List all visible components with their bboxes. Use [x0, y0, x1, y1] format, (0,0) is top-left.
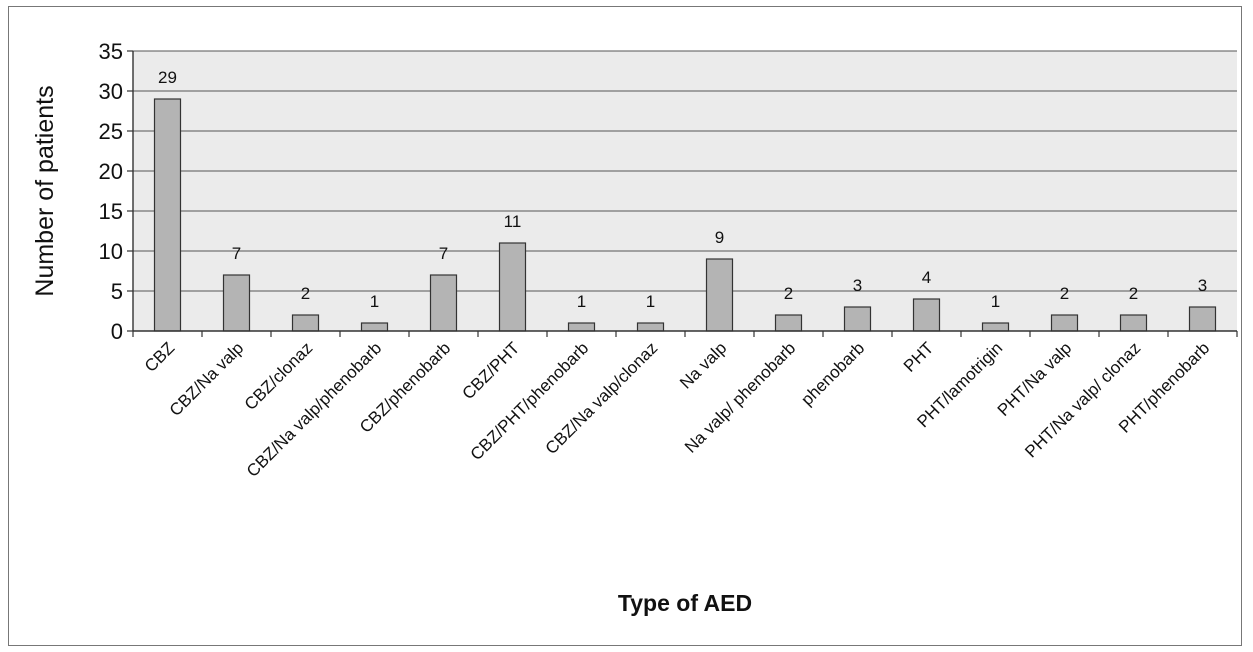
data-label: 1: [577, 292, 586, 311]
y-tick-label: 10: [99, 239, 123, 264]
bar: [1119, 314, 1148, 332]
data-label: 1: [646, 292, 655, 311]
bar: [360, 322, 389, 332]
bar: [774, 314, 803, 332]
data-label: 2: [784, 284, 793, 303]
bar: [1050, 314, 1079, 332]
bar: [429, 274, 458, 332]
chart-frame: 0 5 10 15 20 25 30 35 29 CBZ 7 CBZ/Na valp 2 CBZ/clon…: [8, 6, 1242, 646]
data-label: 1: [991, 292, 1000, 311]
x-tick-label: CBZ/clonaz: [241, 338, 317, 414]
x-tick-label: CBZ/PHT/phenobarb: [467, 338, 593, 464]
data-label: 2: [301, 284, 310, 303]
y-tick-label: 15: [99, 199, 123, 224]
x-tick-label: CBZ/Na valp: [166, 338, 248, 420]
data-label: 2: [1060, 284, 1069, 303]
y-tick-label: 5: [111, 279, 123, 304]
bar: [153, 98, 182, 332]
bar: [636, 322, 665, 332]
y-axis-title: Number of patients: [31, 85, 59, 296]
bar: [705, 258, 734, 332]
x-tick-label: PHT: [900, 338, 937, 375]
x-tick-label: CBZ: [141, 338, 178, 375]
x-axis-title: Type of AED: [618, 590, 752, 616]
bar: [291, 314, 320, 332]
data-label: 1: [370, 292, 379, 311]
data-label: 3: [853, 276, 862, 295]
x-tick-label: CBZ/Na valp/phenobarb: [243, 338, 385, 480]
data-label: 7: [232, 244, 241, 263]
x-tick-label: phenobarb: [797, 338, 868, 409]
bar: [567, 322, 596, 332]
data-label: 4: [922, 268, 931, 287]
data-label: 3: [1198, 276, 1207, 295]
bar: [912, 298, 941, 332]
bar: [843, 306, 872, 332]
y-tick-label: 25: [99, 119, 123, 144]
x-tick-label: Na valp: [676, 338, 730, 392]
x-tick-label: CBZ/PHT: [458, 338, 523, 403]
data-label: 11: [504, 212, 522, 231]
data-label: 29: [158, 68, 177, 87]
y-tick-label: 35: [99, 39, 123, 64]
data-label: 7: [439, 244, 448, 263]
y-tick-label: 0: [111, 319, 123, 344]
bar: [222, 274, 251, 332]
bar: [1188, 306, 1217, 332]
bar: [498, 242, 527, 332]
x-tick-label: PHT/Na valp/ clonaz: [1021, 338, 1144, 461]
y-tick-label: 30: [99, 79, 123, 104]
data-label: 2: [1129, 284, 1138, 303]
bar: [981, 322, 1010, 332]
data-label: 9: [715, 228, 724, 247]
plot-area: [133, 51, 1237, 331]
y-tick-label: 20: [99, 159, 123, 184]
